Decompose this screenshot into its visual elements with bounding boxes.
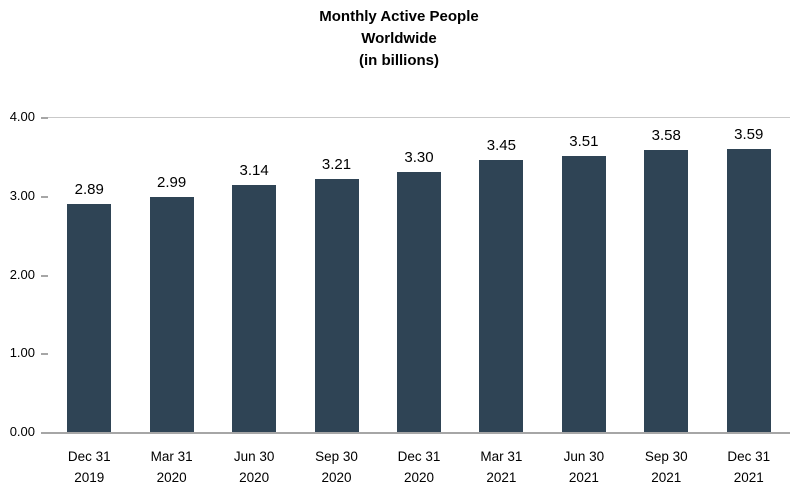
x-axis-labels: Dec 31 2019 Mar 31 2020 Jun 30 2020 Sep 30 2020… bbox=[48, 446, 790, 488]
x-tick-date: Jun 30 bbox=[233, 449, 275, 464]
x-tick-year: 2020 bbox=[321, 470, 352, 485]
plot-area: 2.89 2.99 3.14 3.21 3.30 3.45 3.51 3.58 3.59 bbox=[48, 117, 790, 434]
x-tick-year: 2021 bbox=[651, 470, 682, 485]
x-tick-year: 2020 bbox=[156, 470, 187, 485]
x-tick-year: 2020 bbox=[403, 470, 434, 485]
x-tick-label: Jun 30 2020 bbox=[213, 446, 295, 488]
x-tick-date: Mar 31 bbox=[480, 449, 523, 464]
bar bbox=[644, 150, 689, 432]
y-tick-label: 3.00 bbox=[9, 187, 35, 203]
y-tick-mark bbox=[41, 274, 48, 277]
x-tick-year: 2021 bbox=[733, 470, 764, 485]
bar-slot: 3.14 bbox=[213, 117, 295, 432]
bar bbox=[561, 155, 606, 432]
y-tick-mark bbox=[41, 432, 48, 434]
bar bbox=[67, 204, 112, 432]
bar-value-label: 2.99 bbox=[157, 173, 187, 191]
x-tick-year: 2020 bbox=[239, 470, 270, 485]
y-tick-label: 2.00 bbox=[9, 266, 35, 282]
y-tick-label: 1.00 bbox=[9, 345, 35, 361]
bar-value-label: 3.30 bbox=[404, 149, 434, 167]
bar-slot: 2.89 bbox=[48, 117, 130, 432]
y-axis: 0.00 1.00 2.00 3.00 4.00 bbox=[0, 109, 48, 439]
x-tick-date: Dec 31 bbox=[727, 449, 771, 464]
bar-value-label: 3.45 bbox=[486, 137, 516, 155]
bar-slot: 2.99 bbox=[130, 117, 212, 432]
x-tick-date: Dec 31 bbox=[67, 449, 111, 464]
x-tick-date: Mar 31 bbox=[150, 449, 193, 464]
bar-slot: 3.30 bbox=[378, 117, 460, 432]
x-tick-date: Sep 30 bbox=[644, 449, 688, 464]
bar bbox=[232, 184, 277, 432]
bar-value-label: 2.89 bbox=[74, 181, 104, 199]
x-tick-date: Sep 30 bbox=[315, 449, 358, 464]
bar-value-label: 3.14 bbox=[239, 161, 269, 179]
x-tick-label: Sep 30 2021 bbox=[625, 446, 707, 488]
y-tick-label: 0.00 bbox=[9, 424, 35, 439]
x-tick-label: Dec 31 2019 bbox=[48, 446, 130, 488]
bar-value-label: 3.21 bbox=[321, 156, 352, 174]
x-tick-label: Mar 31 2020 bbox=[130, 446, 212, 488]
x-tick-year: 2019 bbox=[74, 470, 105, 485]
x-tick-date: Jun 30 bbox=[563, 449, 605, 464]
chart-title: Monthly Active People Worldwide (in bill… bbox=[0, 6, 798, 72]
y-tick-mark bbox=[41, 353, 48, 356]
top-gridline bbox=[48, 117, 790, 118]
bar-value-label: 3.59 bbox=[734, 126, 764, 144]
bar bbox=[149, 196, 194, 432]
chart-title-line1: Monthly Active People bbox=[319, 8, 479, 25]
y-tick-mark bbox=[41, 195, 48, 198]
bar bbox=[726, 149, 771, 432]
bars-row: 2.89 2.99 3.14 3.21 3.30 3.45 3.51 3.58 3.59 bbox=[48, 117, 790, 432]
x-tick-date: Dec 31 bbox=[397, 449, 441, 464]
x-tick-label: Sep 30 2020 bbox=[295, 446, 377, 488]
bar-slot: 3.45 bbox=[460, 117, 542, 432]
x-tick-year: 2021 bbox=[486, 470, 517, 485]
x-tick-label: Dec 31 2020 bbox=[378, 446, 460, 488]
chart-title-line2: Worldwide bbox=[361, 30, 437, 47]
x-tick-label: Dec 31 2021 bbox=[708, 446, 790, 488]
bar-slot: 3.51 bbox=[543, 117, 625, 432]
bar-slot: 3.21 bbox=[295, 117, 377, 432]
x-tick-year: 2021 bbox=[568, 470, 599, 485]
chart-title-line3: (in billions) bbox=[359, 52, 439, 69]
bar bbox=[314, 179, 359, 432]
x-tick-label: Jun 30 2021 bbox=[543, 446, 625, 488]
bar-value-label: 3.58 bbox=[651, 127, 681, 145]
bar-slot: 3.59 bbox=[708, 117, 790, 432]
x-tick-label: Mar 31 2021 bbox=[460, 446, 542, 488]
bar-value-label: 3.51 bbox=[569, 132, 599, 150]
y-tick-mark bbox=[41, 117, 48, 119]
bar bbox=[396, 172, 441, 432]
y-tick-label: 4.00 bbox=[9, 109, 35, 124]
bar-slot: 3.58 bbox=[625, 117, 707, 432]
bar bbox=[479, 160, 524, 432]
